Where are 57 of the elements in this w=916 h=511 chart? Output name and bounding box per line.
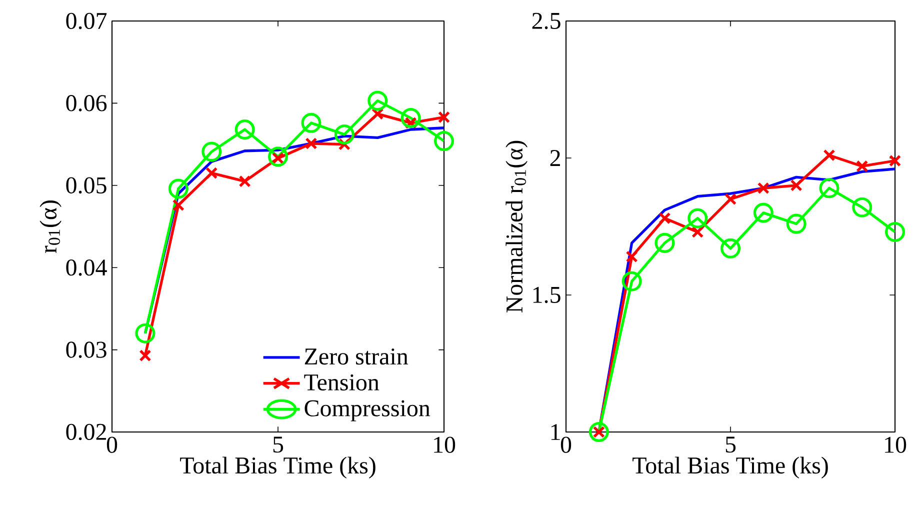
point	[626, 250, 638, 263]
point	[588, 422, 609, 442]
x-tick-label: 10	[885, 436, 906, 453]
point	[139, 350, 152, 362]
y-axis-title: Normalized r$_{01}$(α)	[506, 140, 528, 312]
point	[168, 178, 188, 199]
point	[438, 111, 450, 124]
y-tick-label: 0.06	[66, 95, 107, 112]
x-axis-title: Total Bias Time (ks)	[632, 456, 828, 478]
point	[305, 137, 318, 150]
point	[790, 179, 802, 192]
x-tick-label: 10	[434, 436, 456, 453]
legend-label: Zero strain	[304, 348, 408, 365]
x-tick-label: 0	[560, 436, 572, 453]
point	[135, 323, 156, 344]
point	[400, 108, 421, 128]
y-tick-label: 2	[550, 150, 560, 166]
point	[622, 271, 642, 292]
y-tick-label: 0.04	[66, 259, 107, 276]
point	[852, 197, 872, 218]
y-tick-label: 1.5	[533, 286, 560, 304]
point	[434, 131, 454, 152]
y-tick-label: 0.05	[66, 177, 106, 194]
point	[334, 124, 354, 144]
point	[823, 149, 836, 162]
point	[368, 90, 388, 111]
point	[724, 193, 737, 206]
y-tick-label: 2.5	[532, 12, 560, 30]
point	[206, 167, 218, 180]
point	[819, 178, 840, 198]
y-axis-title: r$_{01}$(α)	[40, 200, 62, 254]
point	[172, 199, 184, 212]
point	[753, 202, 774, 223]
point	[238, 175, 251, 188]
point	[856, 160, 868, 172]
point	[757, 182, 770, 194]
point	[688, 208, 708, 228]
y-tick-label: 0.07	[66, 12, 107, 30]
x-axis-title: Total Bias Time (ks)	[180, 456, 376, 478]
point	[202, 142, 222, 162]
point	[301, 112, 322, 133]
y-tick-label: 1	[551, 424, 560, 440]
point	[786, 214, 806, 234]
point	[885, 222, 906, 242]
point	[888, 154, 902, 167]
point	[234, 120, 255, 140]
legend-label: Tension	[304, 374, 380, 391]
x-tick-label: 5	[726, 436, 736, 453]
point	[654, 232, 675, 253]
point	[658, 212, 671, 224]
x-tick-label: 5	[273, 436, 284, 453]
y-tick-label: 0.02	[66, 424, 106, 440]
point	[268, 146, 288, 167]
y-tick-label: 0.03	[66, 342, 106, 358]
legend-label: Compression	[304, 400, 430, 422]
point	[720, 238, 741, 258]
x-tick-label: 0	[106, 436, 118, 453]
